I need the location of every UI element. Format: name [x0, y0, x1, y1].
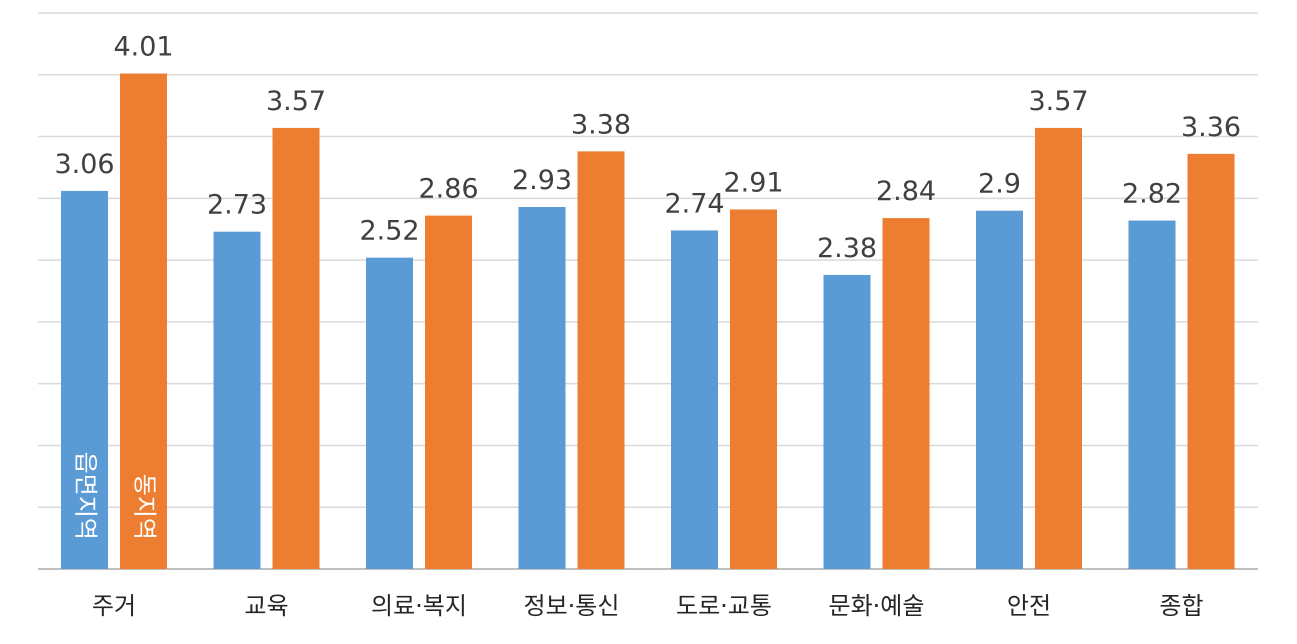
- bar-series1: [518, 206, 566, 569]
- bar-series1: [976, 210, 1023, 569]
- data-label: 3.38: [571, 109, 631, 140]
- bar-series1: [823, 274, 871, 569]
- category-label: 정보·통신: [524, 592, 620, 620]
- bar-series2: [272, 127, 320, 569]
- data-label: 4.01: [113, 32, 173, 63]
- data-label: 2.38: [817, 233, 877, 264]
- data-label: 2.93: [512, 165, 572, 196]
- bar-series1: [1128, 220, 1176, 569]
- legend-label: 읍면지역: [72, 452, 100, 540]
- bar-series2: [882, 218, 930, 569]
- bar-series2: [730, 209, 777, 569]
- data-label: 2.82: [1122, 179, 1182, 210]
- legend-label: 동지역: [131, 474, 159, 540]
- bar-series2: [120, 73, 167, 569]
- category-label: 안전: [1007, 592, 1051, 620]
- legend: 읍면지역 동지역: [72, 452, 159, 540]
- data-label: 2.86: [418, 174, 478, 205]
- data-label: 3.57: [1028, 86, 1088, 117]
- category-label: 종합: [1159, 592, 1203, 620]
- value-labels: 3.06 4.01 2.73 3.57 2.52 2.86 2.93 3.38 2.742.91…: [54, 32, 1241, 264]
- category-label: 도로·교통: [676, 592, 772, 620]
- data-label: 2.73: [207, 190, 267, 221]
- bar-series1: [61, 190, 108, 570]
- data-label: 2.91: [723, 167, 783, 198]
- category-label: 주거: [92, 592, 136, 620]
- bars: [61, 73, 1235, 570]
- category-labels: 주거 교육 의료·복지 정보·통신 도로·교통 문화·예술 안전 종합: [92, 592, 1204, 620]
- bar-series2: [577, 151, 625, 570]
- data-label: 3.36: [1181, 112, 1241, 143]
- data-label: 2.84: [876, 176, 936, 207]
- category-label: 교육: [244, 592, 288, 620]
- data-label: 2.52: [359, 216, 419, 247]
- bar-series2: [1035, 127, 1082, 569]
- bar-series2: [1187, 153, 1235, 569]
- data-label: 2.9: [978, 169, 1021, 200]
- category-label: 문화·예술: [829, 592, 925, 620]
- bar-series1: [671, 230, 718, 570]
- bar-series1: [213, 231, 261, 569]
- bar-series2: [425, 215, 472, 569]
- data-label: 2.74: [664, 188, 724, 219]
- category-label: 의료·복지: [371, 592, 467, 620]
- data-label: 3.06: [54, 149, 114, 180]
- bar-series1: [366, 257, 413, 569]
- data-label: 3.57: [266, 86, 326, 117]
